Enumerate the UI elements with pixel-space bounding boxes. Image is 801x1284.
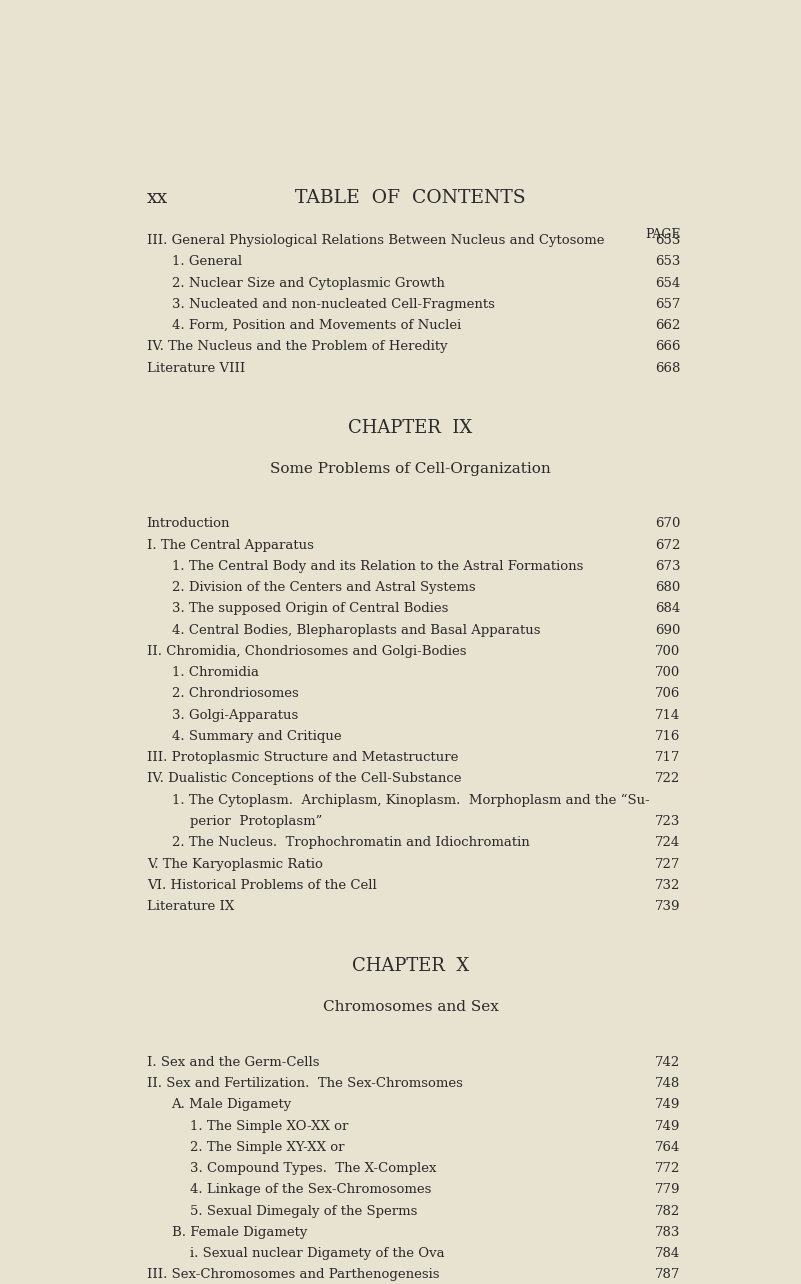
Text: xx: xx — [147, 189, 168, 207]
Text: 673: 673 — [655, 560, 681, 573]
Text: 657: 657 — [655, 298, 681, 311]
Text: CHAPTER  X: CHAPTER X — [352, 957, 469, 975]
Text: 1. The Simple XO-XX or: 1. The Simple XO-XX or — [190, 1120, 352, 1132]
Text: I. The Central Apparatus: I. The Central Apparatus — [147, 539, 313, 552]
Text: III. Protoplasmic Structure and Metastructure: III. Protoplasmic Structure and Metastru… — [147, 751, 458, 764]
Text: Literature VIII: Literature VIII — [147, 362, 245, 375]
Text: 1. Chromidia: 1. Chromidia — [171, 666, 259, 679]
Text: 690: 690 — [655, 624, 681, 637]
Text: 749: 749 — [655, 1120, 681, 1132]
Text: 653: 653 — [655, 256, 681, 268]
Text: perior  Protoplasm”: perior Protoplasm” — [190, 815, 323, 828]
Text: 1. The Cytoplasm.  Archiplasm, Kinoplasm.  Morphoplasm and the “Su-: 1. The Cytoplasm. Archiplasm, Kinoplasm.… — [171, 794, 650, 806]
Text: 787: 787 — [655, 1269, 681, 1281]
Text: 5. Sexual Dimegaly of the Sperms: 5. Sexual Dimegaly of the Sperms — [190, 1204, 417, 1217]
Text: III. General Physiological Relations Between Nucleus and Cytosome: III. General Physiological Relations Bet… — [147, 234, 604, 247]
Text: 680: 680 — [655, 582, 681, 594]
Text: II. Chromidia, Chondriosomes and Golgi-Bodies: II. Chromidia, Chondriosomes and Golgi-B… — [147, 645, 466, 657]
Text: Introduction: Introduction — [147, 517, 230, 530]
Text: CHAPTER  IX: CHAPTER IX — [348, 419, 473, 437]
Text: III. Sex-Chromosomes and Parthenogenesis: III. Sex-Chromosomes and Parthenogenesis — [147, 1269, 439, 1281]
Text: 3. The supposed Origin of Central Bodies: 3. The supposed Origin of Central Bodies — [171, 602, 452, 615]
Text: 732: 732 — [655, 878, 681, 892]
Text: 739: 739 — [655, 900, 681, 913]
Text: 684: 684 — [655, 602, 681, 615]
Text: 4. Linkage of the Sex-Chromosomes: 4. Linkage of the Sex-Chromosomes — [190, 1184, 432, 1197]
Text: 672: 672 — [655, 539, 681, 552]
Text: VI. Historical Problems of the Cell: VI. Historical Problems of the Cell — [147, 878, 376, 892]
Text: 3. Golgi-Apparatus: 3. Golgi-Apparatus — [171, 709, 298, 722]
Text: IV. Dualistic Conceptions of the Cell-Substance: IV. Dualistic Conceptions of the Cell-Su… — [147, 773, 461, 786]
Text: 2. Chrondriosomes: 2. Chrondriosomes — [171, 687, 298, 701]
Text: 662: 662 — [655, 320, 681, 333]
Text: 727: 727 — [655, 858, 681, 871]
Text: 666: 666 — [655, 340, 681, 353]
Text: 782: 782 — [655, 1204, 681, 1217]
Text: 748: 748 — [655, 1077, 681, 1090]
Text: i. Sexual nuclear Digamety of the Ova: i. Sexual nuclear Digamety of the Ova — [190, 1247, 445, 1260]
Text: 3. Compound Types.  The X-Complex: 3. Compound Types. The X-Complex — [190, 1162, 437, 1175]
Text: 700: 700 — [655, 645, 681, 657]
Text: PAGE: PAGE — [645, 229, 681, 241]
Text: 4. Form, Position and Movements of Nuclei: 4. Form, Position and Movements of Nucle… — [171, 320, 461, 333]
Text: Chromosomes and Sex: Chromosomes and Sex — [323, 1000, 498, 1014]
Text: B. Female Digamety: B. Female Digamety — [171, 1226, 307, 1239]
Text: 783: 783 — [655, 1226, 681, 1239]
Text: 2. The Nucleus.  Trophochromatin and Idiochromatin: 2. The Nucleus. Trophochromatin and Idio… — [171, 836, 529, 849]
Text: 653: 653 — [655, 234, 681, 247]
Text: V. The Karyoplasmic Ratio: V. The Karyoplasmic Ratio — [147, 858, 323, 871]
Text: II. Sex and Fertilization.  The Sex-Chromsomes: II. Sex and Fertilization. The Sex-Chrom… — [147, 1077, 462, 1090]
Text: Some Problems of Cell-Organization: Some Problems of Cell-Organization — [270, 462, 551, 476]
Text: 716: 716 — [655, 731, 681, 743]
Text: 772: 772 — [655, 1162, 681, 1175]
Text: 714: 714 — [655, 709, 681, 722]
Text: 724: 724 — [655, 836, 681, 849]
Text: 723: 723 — [655, 815, 681, 828]
Text: 706: 706 — [655, 687, 681, 701]
Text: 764: 764 — [655, 1140, 681, 1154]
Text: 2. Nuclear Size and Cytoplasmic Growth: 2. Nuclear Size and Cytoplasmic Growth — [171, 276, 445, 290]
Text: 4. Central Bodies, Blepharoplasts and Basal Apparatus: 4. Central Bodies, Blepharoplasts and Ba… — [171, 624, 540, 637]
Text: 779: 779 — [655, 1184, 681, 1197]
Text: 654: 654 — [655, 276, 681, 290]
Text: Literature IX: Literature IX — [147, 900, 234, 913]
Text: 2. Division of the Centers and Astral Systems: 2. Division of the Centers and Astral Sy… — [171, 582, 475, 594]
Text: 749: 749 — [655, 1098, 681, 1111]
Text: 784: 784 — [655, 1247, 681, 1260]
Text: A. Male Digamety: A. Male Digamety — [171, 1098, 292, 1111]
Text: 722: 722 — [655, 773, 681, 786]
Text: 1. General: 1. General — [171, 256, 242, 268]
Text: 742: 742 — [655, 1055, 681, 1068]
Text: TABLE  OF  CONTENTS: TABLE OF CONTENTS — [296, 189, 525, 207]
Text: 3. Nucleated and non-nucleated Cell-Fragments: 3. Nucleated and non-nucleated Cell-Frag… — [171, 298, 494, 311]
Text: 700: 700 — [655, 666, 681, 679]
Text: 4. Summary and Critique: 4. Summary and Critique — [171, 731, 341, 743]
Text: I. Sex and the Germ-Cells: I. Sex and the Germ-Cells — [147, 1055, 319, 1068]
Text: IV. The Nucleus and the Problem of Heredity: IV. The Nucleus and the Problem of Hered… — [147, 340, 447, 353]
Text: 668: 668 — [655, 362, 681, 375]
Text: 670: 670 — [655, 517, 681, 530]
Text: 717: 717 — [655, 751, 681, 764]
Text: 2. The Simple XY-XX or: 2. The Simple XY-XX or — [190, 1140, 349, 1154]
Text: 1. The Central Body and its Relation to the Astral Formations: 1. The Central Body and its Relation to … — [171, 560, 583, 573]
